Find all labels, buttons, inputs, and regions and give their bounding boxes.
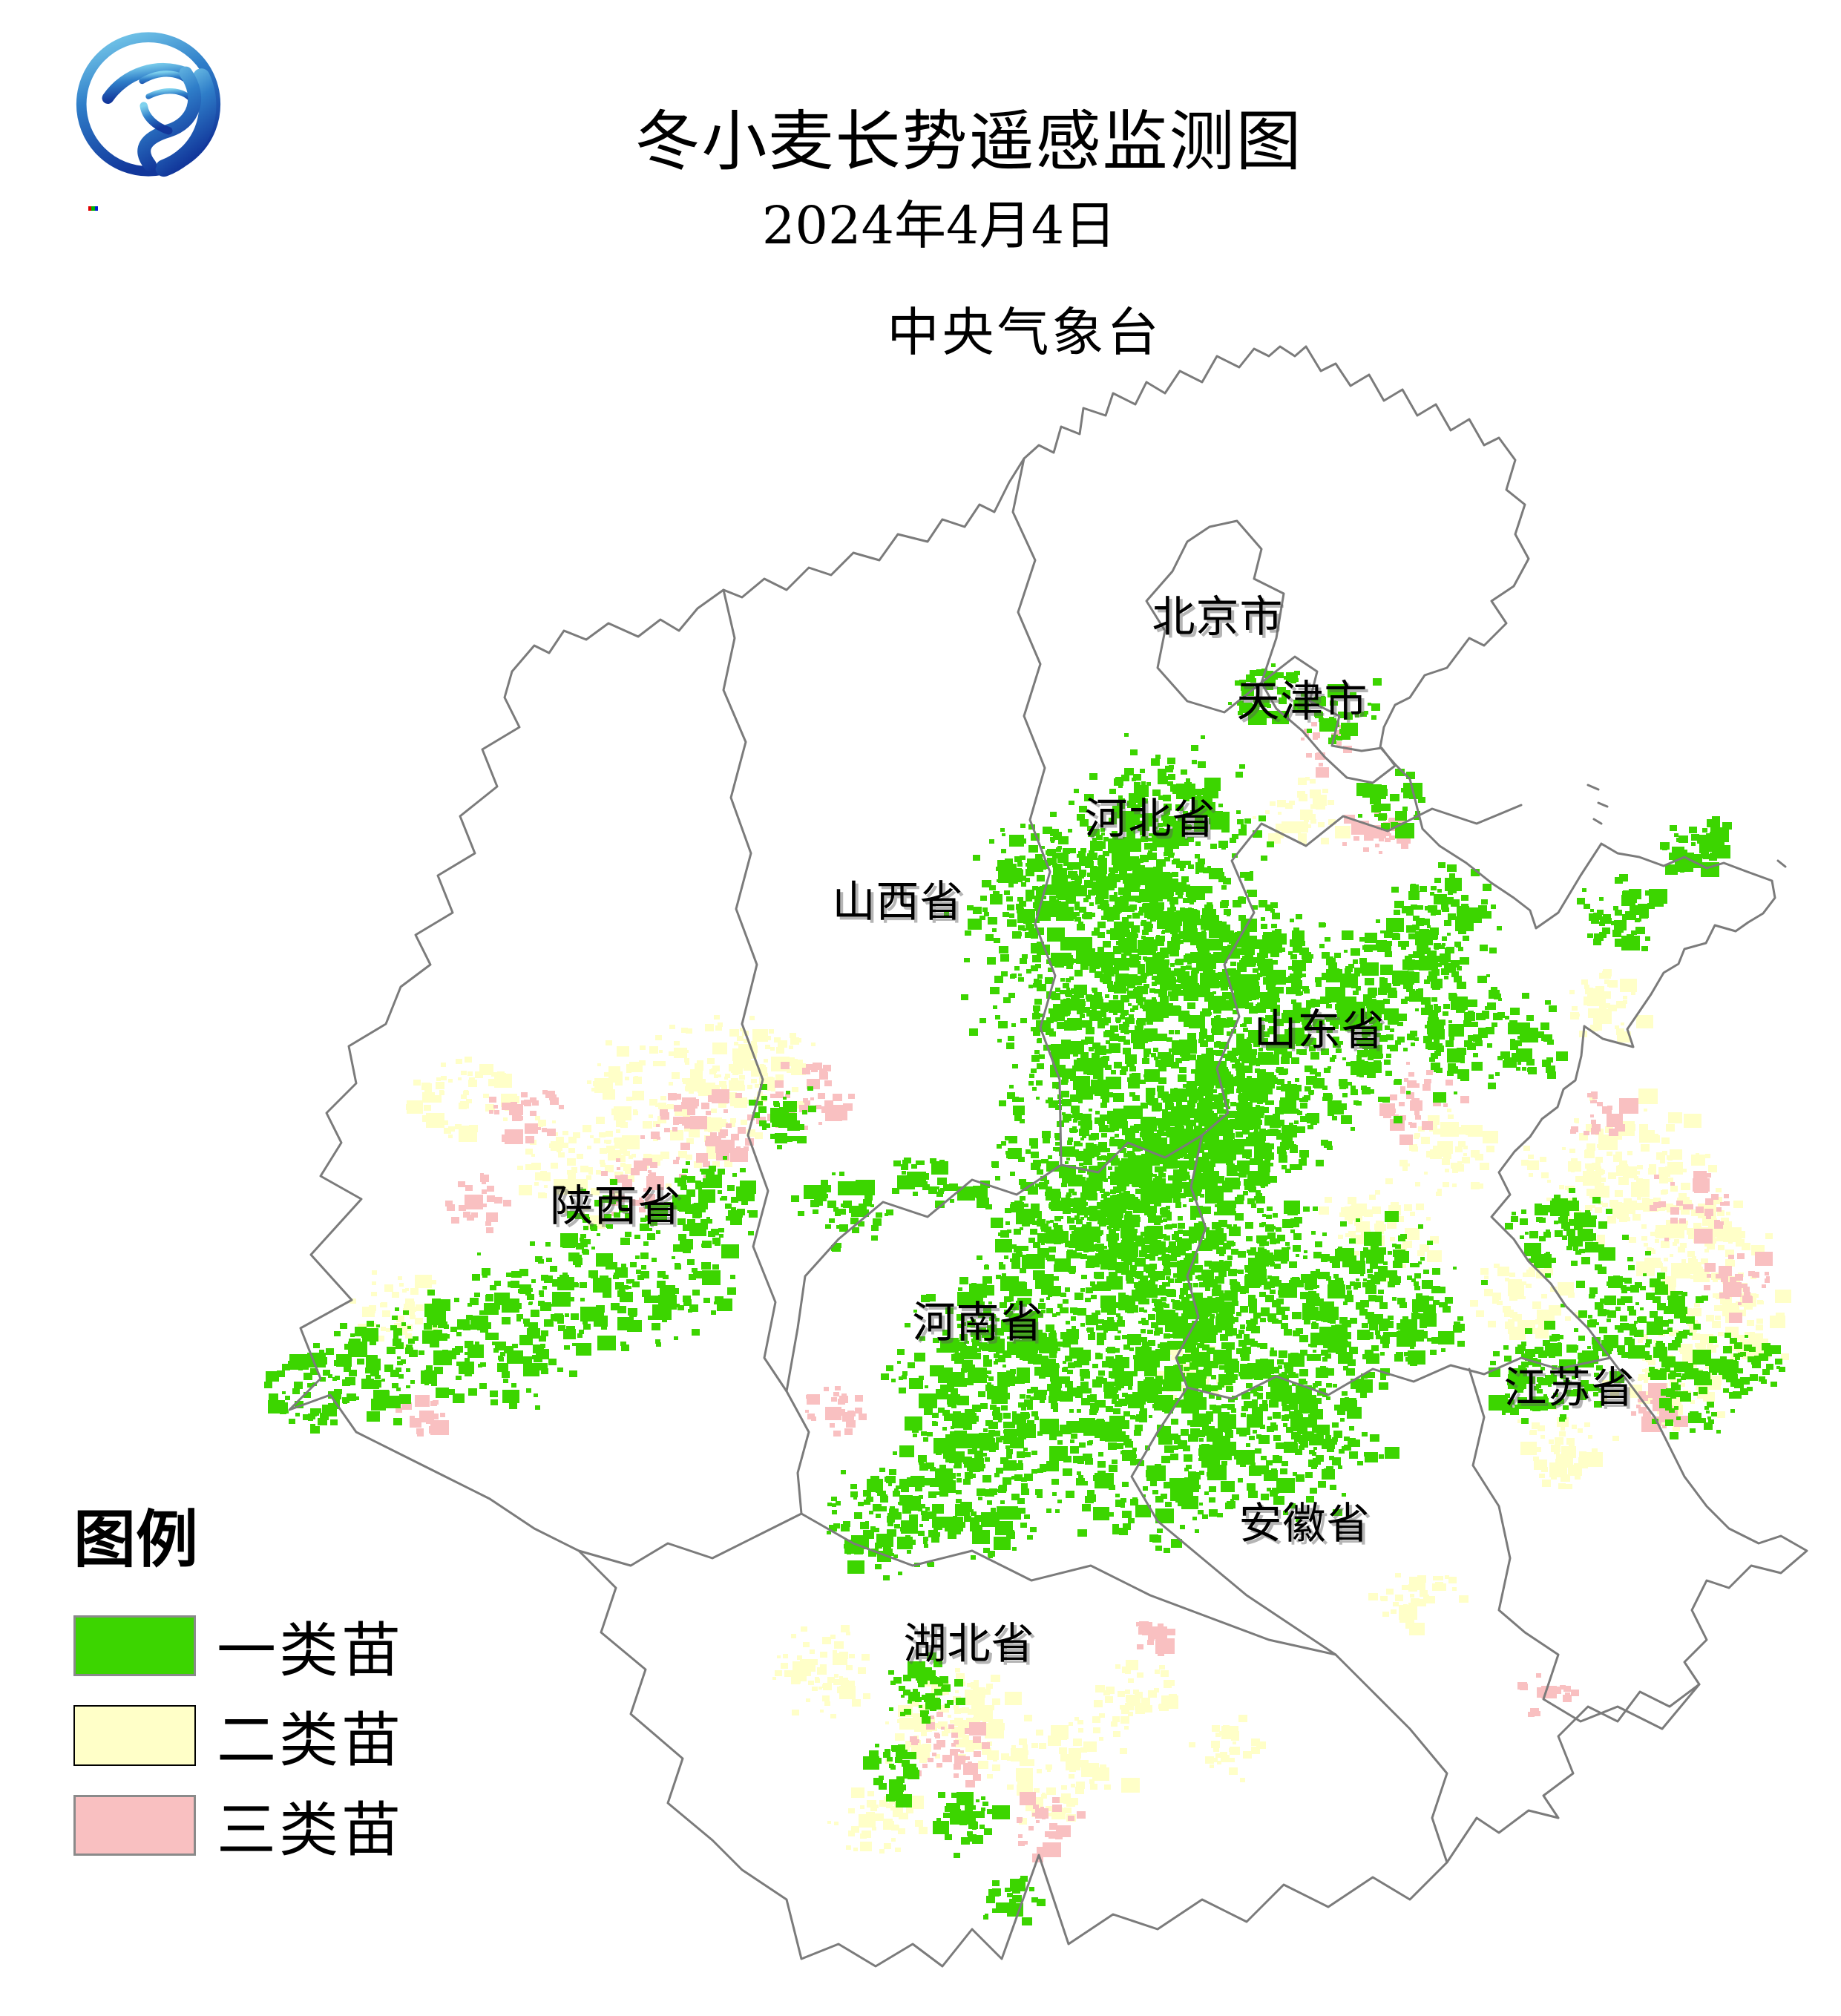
- border-hebei-shandong: [1201, 804, 1523, 1137]
- legend-swatch-class1: [73, 1615, 196, 1676]
- page-title: 冬小麦长势遥感监测图: [634, 103, 1303, 180]
- province-label-shaanxi: 陕西省: [550, 1181, 682, 1231]
- border-henan-hubei: [800, 1512, 1337, 1656]
- border-shaanxi-henan: [785, 1390, 810, 1515]
- legend-row-class3: 三类苗: [73, 1795, 404, 1865]
- province-label-tianjin: 天津市: [1236, 676, 1368, 726]
- map-date: 2024年4月4日: [761, 195, 1117, 256]
- legend-title: 图例: [73, 1503, 199, 1576]
- legend-label-class1: 一类苗: [217, 1616, 404, 1685]
- rgb-artifact: [88, 206, 98, 211]
- border-tianjin: [1260, 655, 1397, 784]
- border-shaanxi-hubei: [577, 1512, 803, 1567]
- legend-swatch-class3: [73, 1795, 196, 1856]
- province-label-jiangsu: 江苏省: [1503, 1362, 1635, 1413]
- border-henan-shandong: [1175, 1134, 1207, 1389]
- border-anhui-hubei: [1334, 1653, 1448, 1864]
- legend-rows: 一类苗 二类苗 三类苗: [73, 1615, 404, 1865]
- province-label-hebei: 河北省: [1084, 793, 1216, 844]
- border-hebei-henan: [1060, 1134, 1204, 1174]
- outer-boundary: [288, 345, 1808, 1968]
- meteorological-logo-icon: [76, 32, 221, 177]
- legend-swatch-class2: [73, 1705, 196, 1766]
- province-label-anhui: 安徽省: [1238, 1498, 1371, 1549]
- legend-label-class3: 三类苗: [217, 1796, 404, 1865]
- legend-row-class1: 一类苗: [73, 1615, 404, 1685]
- border-shandong-jiangsu: [1186, 1356, 1612, 1400]
- province-borders: [288, 345, 1808, 1968]
- border-shanxi-henan: [785, 1163, 1063, 1393]
- legend-label-class2: 二类苗: [217, 1706, 404, 1775]
- seedling-speckles: [264, 663, 1791, 1925]
- legend: 图例 一类苗二类苗三类苗: [73, 1490, 404, 1885]
- province-label-henan: 河南省: [912, 1297, 1044, 1347]
- border-shaanxi-shanxi: [722, 588, 788, 1393]
- class1-seedling-areas: [264, 663, 1785, 1925]
- legend-row-class2: 二类苗: [73, 1705, 404, 1775]
- province-label-shanxi: 山西省: [832, 876, 964, 927]
- province-label-hubei: 湖北省: [903, 1618, 1035, 1669]
- border-shanxi-hebei: [1011, 457, 1063, 1166]
- province-label-shandong: 山东省: [1253, 1005, 1385, 1055]
- province-label-beijing: 北京市: [1152, 591, 1284, 642]
- border-henan-anhui: [1130, 1386, 1337, 1656]
- border-beijing: [1145, 519, 1285, 714]
- islands: [1586, 784, 1787, 868]
- org-name: 中央气象台: [887, 302, 1162, 363]
- border-anhui-jiangsu: [1468, 1367, 1701, 1730]
